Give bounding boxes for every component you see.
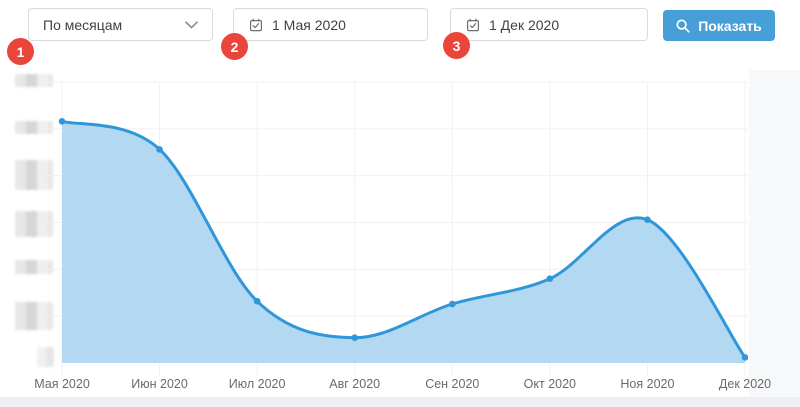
x-axis-label: Июл 2020 (228, 377, 286, 391)
period-select[interactable]: По месяцам (28, 8, 213, 41)
x-axis-label: Ноя 2020 (620, 377, 675, 391)
step-badge-3: 3 (443, 32, 470, 59)
chart-point[interactable] (253, 297, 261, 305)
chart-point[interactable] (546, 275, 554, 282)
x-axis-label: Июн 2020 (131, 377, 188, 391)
chart-point[interactable] (644, 216, 651, 223)
chart-point[interactable] (741, 354, 748, 361)
chevron-down-icon (185, 20, 198, 28)
x-axis-label: Сен 2020 (425, 377, 480, 391)
date-from-input[interactable]: 1 Мая 2020 (233, 8, 428, 41)
x-axis-label: Окт 2020 (523, 377, 577, 391)
chart-area-fill (62, 121, 745, 363)
y-axis-label-redacted (37, 347, 54, 367)
background-strip-right (749, 70, 800, 407)
period-select-value: По месяцам (43, 16, 123, 33)
y-axis-label-redacted (15, 260, 53, 274)
chart-canvas[interactable] (40, 62, 748, 398)
x-axis-label: Мая 2020 (34, 377, 90, 391)
y-axis-label-redacted (15, 160, 53, 190)
chart-point[interactable] (156, 146, 163, 153)
x-axis-label: Авг 2020 (329, 377, 381, 391)
calendar-icon (467, 18, 480, 31)
date-from-value: 1 Мая 2020 (272, 16, 346, 33)
x-axis-label: Дек 2020 (718, 377, 772, 391)
show-button-label: Показать (698, 17, 762, 34)
search-icon (676, 18, 690, 33)
date-to-value: 1 Дек 2020 (489, 16, 560, 33)
y-axis-label-redacted (15, 211, 53, 237)
date-to-input[interactable]: 1 Дек 2020 (450, 8, 648, 41)
background-strip-bottom (0, 397, 800, 407)
chart-point[interactable] (58, 118, 66, 125)
calendar-icon (250, 18, 263, 31)
chart-point[interactable] (351, 334, 359, 342)
step-badge-1: 1 (7, 38, 34, 65)
y-axis-label-redacted (15, 74, 53, 87)
chart-point[interactable] (448, 300, 456, 308)
step-badge-2: 2 (221, 33, 248, 60)
y-axis-label-redacted (15, 121, 53, 134)
show-button[interactable]: Показать (663, 10, 775, 41)
